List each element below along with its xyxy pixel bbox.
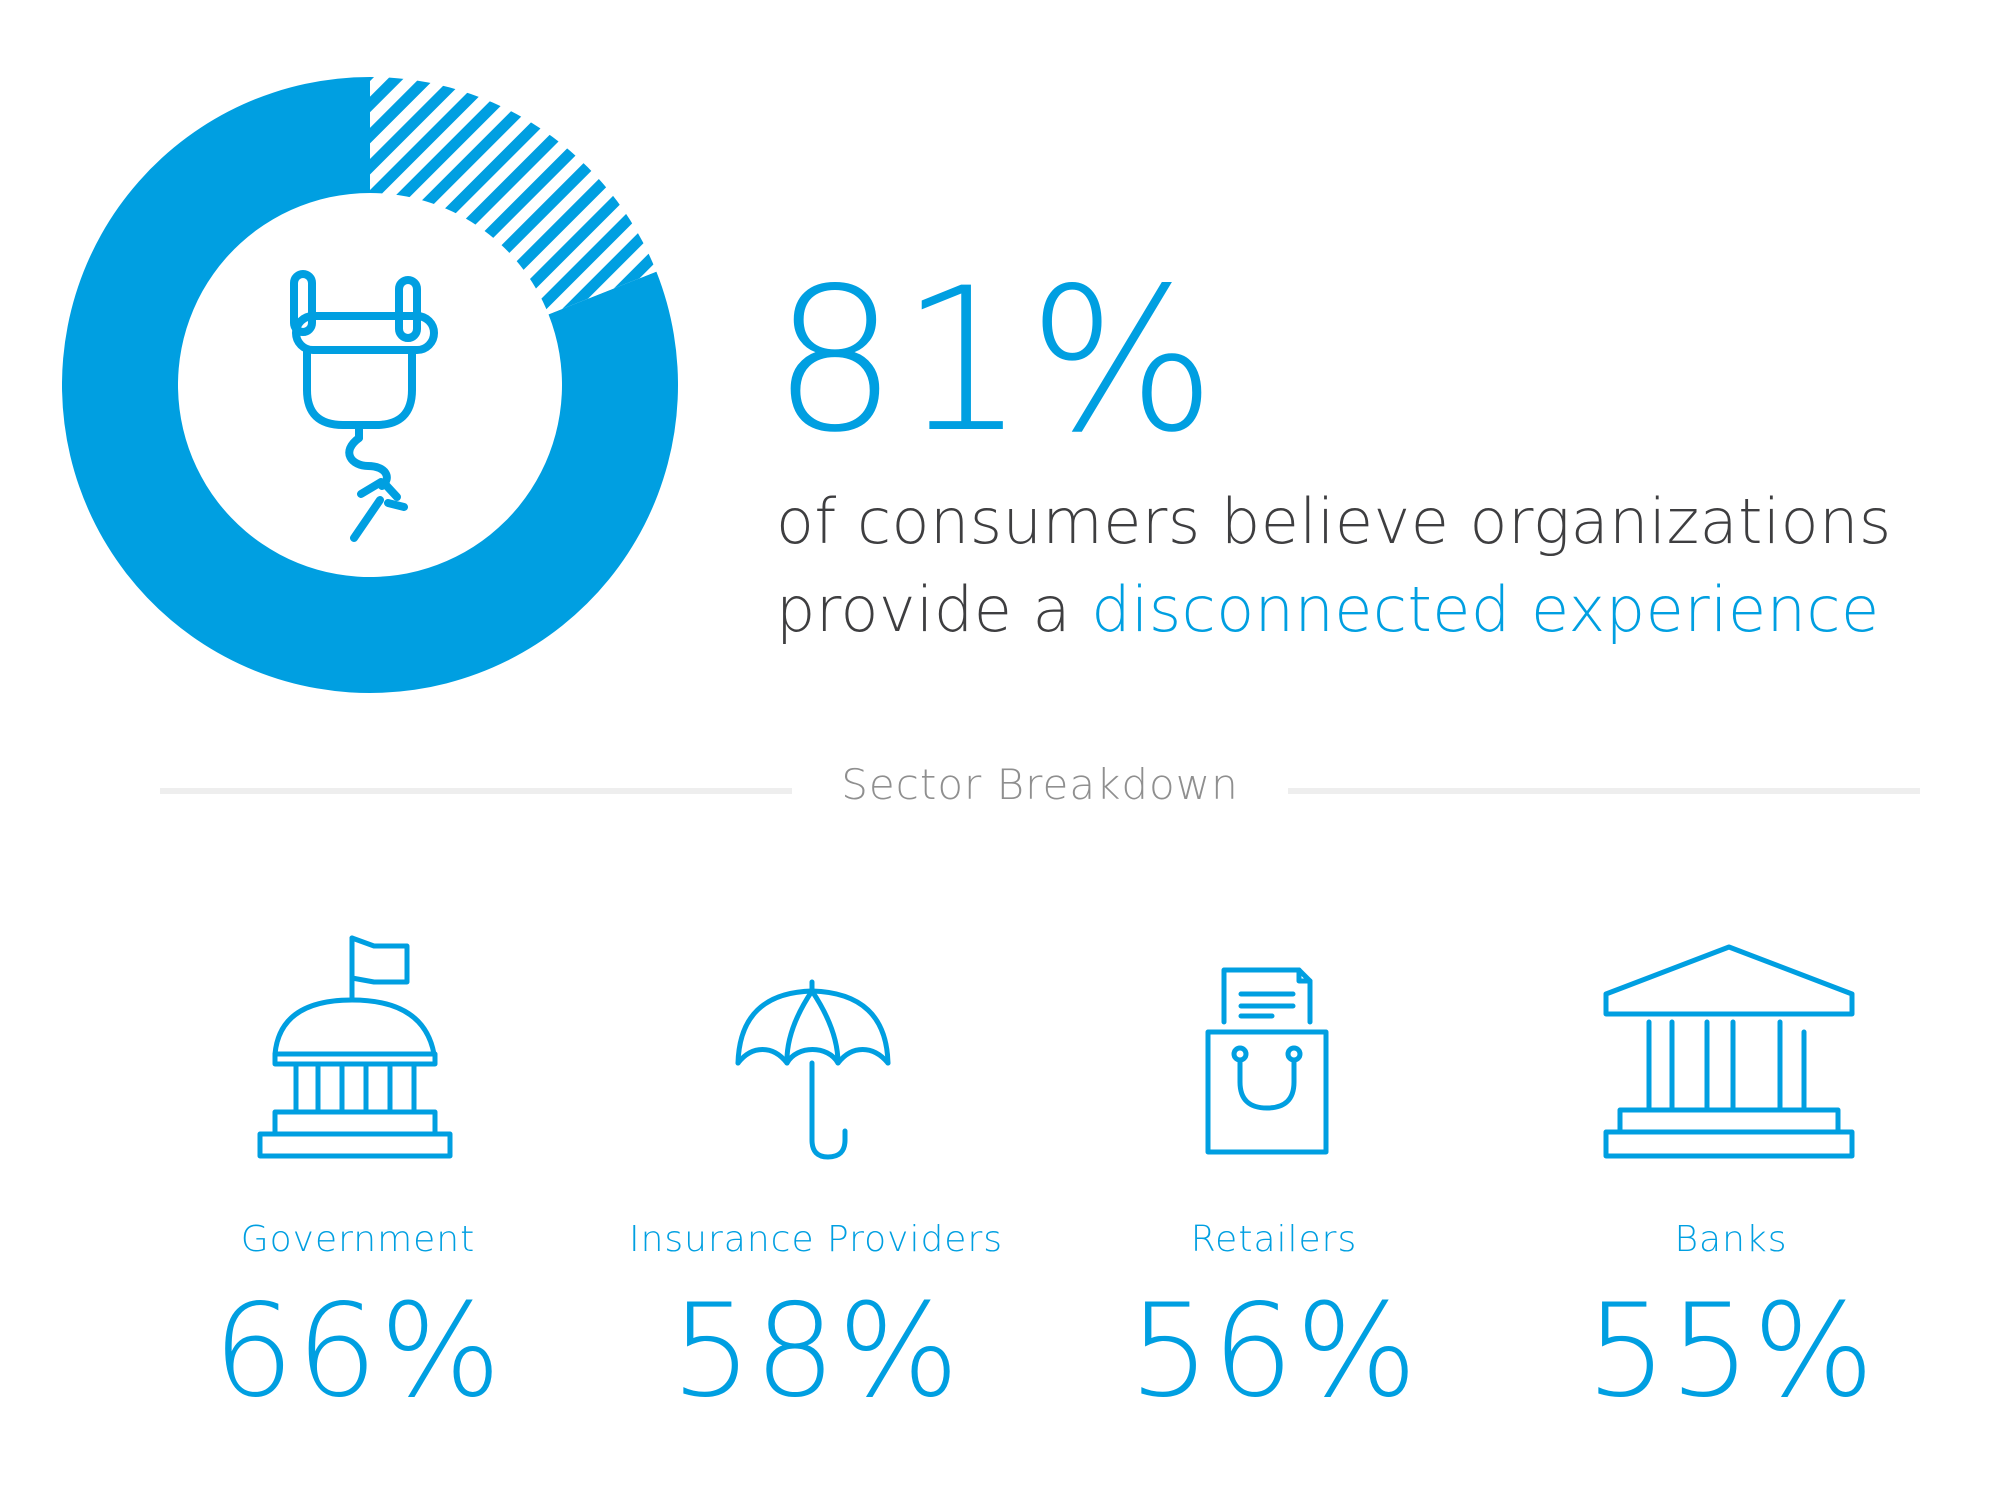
sector-label-retailers: Retailers — [1190, 1219, 1358, 1260]
donut-chart — [62, 77, 678, 693]
sector-value-insurance: 58% — [670, 1277, 962, 1426]
headline-line-1: of consumers believe organizations — [776, 485, 1892, 558]
donut-slice-primary — [62, 77, 678, 693]
section-title: Sector Breakdown — [841, 760, 1239, 809]
unplugged-plug-icon — [290, 270, 438, 542]
umbrella-icon — [735, 979, 891, 1160]
headline-accent-text: disconnected experience — [1091, 573, 1880, 646]
sector-value-retailers: 56% — [1128, 1277, 1420, 1426]
headline-description: of consumers believe organizations provi… — [776, 478, 1892, 654]
government-building-icon — [257, 935, 453, 1159]
headline-percentage: 81% — [772, 245, 1219, 476]
headline-line-2-prefix: provide a — [776, 573, 1092, 646]
bank-icon — [1603, 944, 1855, 1159]
donut-slice-remainder — [370, 77, 657, 315]
sector-label-banks: Banks — [1674, 1219, 1788, 1260]
sector-label-government: Government — [240, 1219, 476, 1260]
sector-label-insurance: Insurance Providers — [628, 1219, 1004, 1260]
headline-line-2: provide a disconnected experience — [776, 566, 1892, 654]
shopping-bag-icon — [1205, 967, 1329, 1155]
divider-left — [160, 788, 792, 794]
sector-value-government: 66% — [212, 1277, 504, 1426]
divider-right — [1288, 788, 1920, 794]
sector-value-banks: 55% — [1585, 1277, 1877, 1426]
